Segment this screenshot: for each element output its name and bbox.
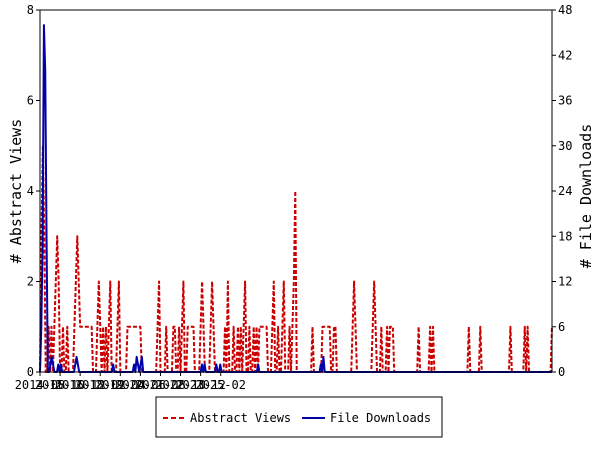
legend-file-downloads-label: File Downloads <box>330 411 431 425</box>
x-tick-label: 2019-04 <box>95 378 146 392</box>
x-tick-label: 2014-08 <box>15 378 66 392</box>
y-right-tick-label: 12 <box>558 275 572 289</box>
x-tick-label: 2018-02 <box>75 378 126 392</box>
y-left-tick-label: 8 <box>27 3 34 17</box>
x-tick-label: 2020-06 <box>115 378 166 392</box>
y-right-tick-label: 42 <box>558 48 572 62</box>
x-tick-label: 2023-12 <box>175 378 226 392</box>
y-right-tick-label: 48 <box>558 3 572 17</box>
y-left-tick-label: 6 <box>27 94 34 108</box>
legend-box <box>155 396 443 438</box>
y-right-tick-label: 6 <box>558 320 565 334</box>
series-abstract-views-line <box>39 144 553 373</box>
y-right-tick-label: 30 <box>558 139 572 153</box>
y-left-axis-title: # Abstract Views <box>7 119 25 264</box>
axes-layer: 0246806121824303642482014-082015-102016-… <box>15 3 573 392</box>
x-tick-label: 2016-12 <box>55 378 106 392</box>
x-tick-label: 2025-02 <box>195 378 246 392</box>
legend: Abstract Views File Downloads <box>155 396 443 438</box>
y-left-tick-label: 0 <box>27 365 34 379</box>
y-right-tick-label: 0 <box>558 365 565 379</box>
x-tick-label: 2022-10 <box>155 378 206 392</box>
x-tick-label: 2015-10 <box>35 378 86 392</box>
series-layer <box>39 24 553 373</box>
x-tick-label: 2021-08 <box>135 378 186 392</box>
y-left-tick-label: 2 <box>27 275 34 289</box>
y-right-tick-label: 18 <box>558 229 572 243</box>
y-left-tick-label: 4 <box>27 184 34 198</box>
y-right-tick-label: 36 <box>558 94 572 108</box>
legend-abstract-views-label: Abstract Views <box>190 411 291 425</box>
y-right-axis-title: # File Downloads <box>577 124 595 269</box>
y-right-tick-label: 24 <box>558 184 572 198</box>
